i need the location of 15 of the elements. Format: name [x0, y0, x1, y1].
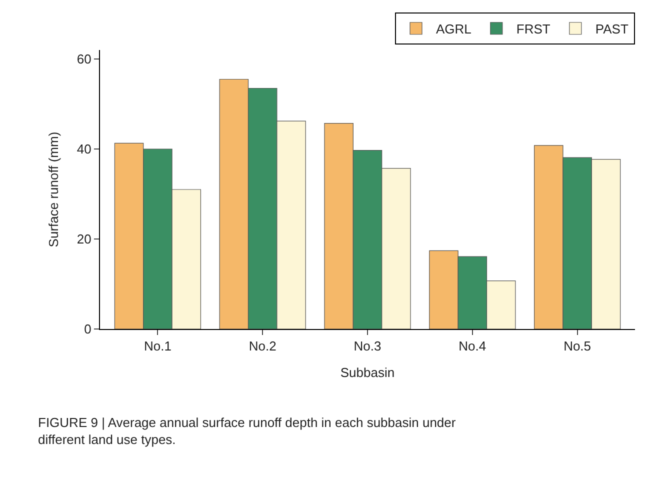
x-tick-label: No.5 [564, 338, 592, 354]
x-tick-label: No.3 [354, 338, 382, 354]
y-tick-label: 0 [84, 322, 92, 337]
y-tick-label: 40 [76, 142, 92, 157]
y-tick-label: 20 [76, 232, 92, 247]
x-tick-label: No.2 [248, 338, 276, 354]
x-tick-label: No.1 [144, 338, 172, 354]
x-tick-label: No.4 [458, 338, 486, 354]
legend-label: AGRL [436, 21, 472, 36]
caption: FIGURE 9 | Average annual surface runoff depth in each subbasin under different land use types. [38, 415, 456, 447]
y-tick-label: 60 [76, 52, 92, 67]
legend-label: PAST [595, 21, 628, 36]
legend-label: FRST [516, 21, 550, 36]
x-axis-title: Subbasin [340, 365, 395, 380]
y-axis-title: Surface runoff (mm) [46, 132, 61, 248]
